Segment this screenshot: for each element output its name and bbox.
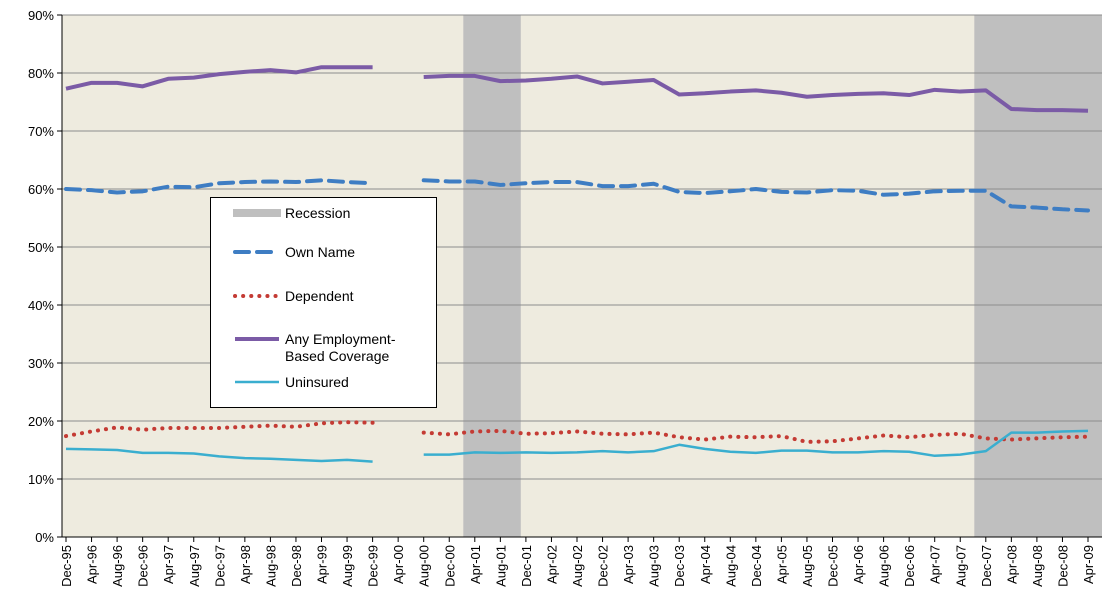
y-tick-label: 10% xyxy=(28,472,54,487)
x-tick-label: Apr-09 xyxy=(1081,545,1096,584)
x-tick-label: Dec-99 xyxy=(366,545,381,587)
x-tick-label: Apr-08 xyxy=(1004,545,1019,584)
x-tick-label: Apr-07 xyxy=(928,545,943,584)
x-tick-label: Apr-03 xyxy=(621,545,636,584)
x-tick-label: Dec-01 xyxy=(519,545,534,587)
x-tick-label: Apr-00 xyxy=(391,545,406,584)
legend-label: Any Employment-Based Coverage xyxy=(285,331,396,364)
x-tick-label: Aug-08 xyxy=(1030,545,1045,587)
series-line xyxy=(65,429,1089,463)
x-tick-label: Aug-99 xyxy=(340,545,355,587)
x-tick-label: Dec-08 xyxy=(1055,545,1070,587)
legend: Recession Own Name Dependent Any Employment… xyxy=(210,197,437,408)
x-tick-label: Dec-00 xyxy=(442,545,457,587)
legend-label: Recession xyxy=(285,205,351,221)
series-line xyxy=(64,420,1090,444)
x-tick-label: Aug-97 xyxy=(187,545,202,587)
x-tick-label: Apr-06 xyxy=(851,545,866,584)
x-tick-label: Dec-03 xyxy=(672,545,687,587)
x-tick-label: Dec-97 xyxy=(212,545,227,587)
y-tick-label: 70% xyxy=(28,124,54,139)
legend-swatch xyxy=(235,337,279,341)
legend-item: Any Employment-Based Coverage xyxy=(231,331,435,365)
legend-label: Dependent xyxy=(285,288,354,304)
series-line xyxy=(65,65,1089,113)
x-tick-label: Dec-07 xyxy=(979,545,994,587)
x-tick-label: Aug-06 xyxy=(877,545,892,587)
x-tick-label: Aug-07 xyxy=(953,545,968,587)
x-tick-label: Apr-04 xyxy=(698,545,713,584)
x-tick-label: Aug-01 xyxy=(493,545,508,587)
x-tick-label: Dec-95 xyxy=(59,545,74,587)
x-tick-label: Dec-96 xyxy=(136,545,151,587)
legend-item: Own Name xyxy=(231,244,435,261)
x-tick-label: Dec-05 xyxy=(826,545,841,587)
x-tick-label: Aug-00 xyxy=(417,545,432,587)
x-tick-label: Apr-02 xyxy=(544,545,559,584)
legend-swatch xyxy=(233,209,281,217)
x-tick-label: Apr-05 xyxy=(774,545,789,584)
x-tick-label: Aug-98 xyxy=(263,545,278,587)
legend-swatch xyxy=(235,380,279,384)
x-tick-label: Aug-02 xyxy=(570,545,585,587)
y-tick-label: 90% xyxy=(28,8,54,23)
x-tick-label: Aug-05 xyxy=(800,545,815,587)
x-tick-label: Aug-04 xyxy=(723,545,738,587)
y-tick-label: 80% xyxy=(28,66,54,81)
legend-label: Own Name xyxy=(285,244,356,260)
x-tick-label: Dec-06 xyxy=(902,545,917,587)
recession-band xyxy=(463,15,521,537)
y-tick-label: 30% xyxy=(28,356,54,371)
x-tick-label: Apr-96 xyxy=(85,545,100,584)
x-tick-label: Dec-98 xyxy=(289,545,304,587)
recession-band xyxy=(974,15,1102,537)
series-line xyxy=(64,178,1090,213)
legend-swatch-fill xyxy=(233,209,281,217)
y-tick-label: 50% xyxy=(28,240,54,255)
x-tick-label: Apr-99 xyxy=(315,545,330,584)
y-tick-label: 40% xyxy=(28,298,54,313)
legend-swatch xyxy=(233,250,281,254)
y-tick-label: 20% xyxy=(28,414,54,429)
y-tick-label: 0% xyxy=(35,530,54,545)
x-tick-label: Apr-97 xyxy=(161,545,176,584)
x-tick-label: Dec-02 xyxy=(596,545,611,587)
x-tick-label: Aug-96 xyxy=(110,545,125,587)
y-tick-label: 60% xyxy=(28,182,54,197)
legend-swatch xyxy=(233,294,281,298)
legend-label: Uninsured xyxy=(285,374,349,390)
x-tick-label: Aug-03 xyxy=(647,545,662,587)
x-tick-label: Dec-04 xyxy=(749,545,764,587)
legend-item: Recession xyxy=(231,205,435,222)
legend-item: Uninsured xyxy=(231,374,435,391)
x-tick-label: Apr-01 xyxy=(468,545,483,584)
legend-item: Dependent xyxy=(231,288,435,305)
x-tick-label: Apr-98 xyxy=(238,545,253,584)
